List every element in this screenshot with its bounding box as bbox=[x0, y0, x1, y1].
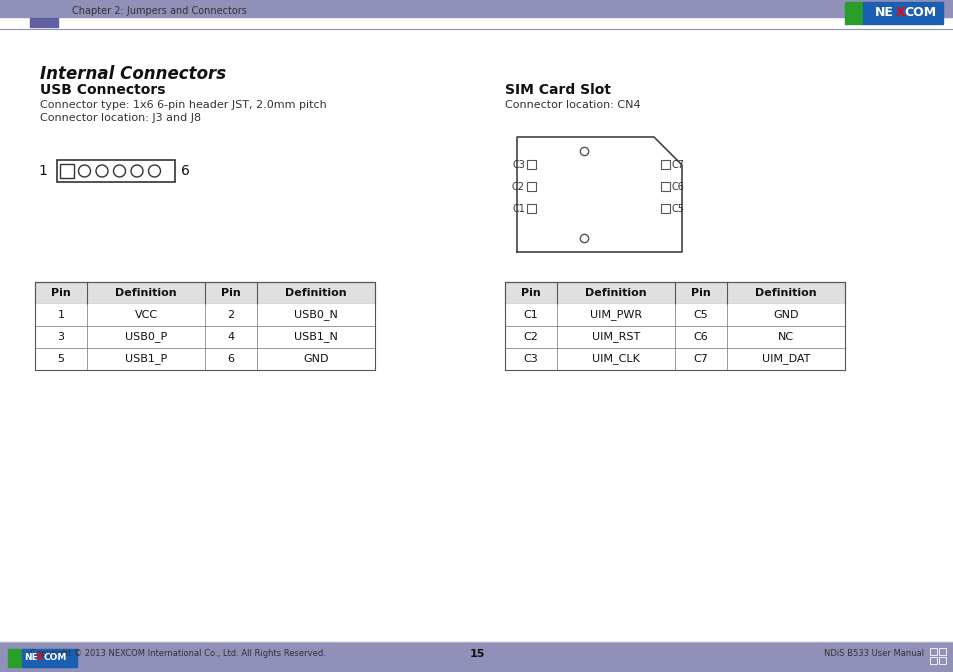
Text: 5: 5 bbox=[57, 354, 65, 364]
Text: Chapter 2: Jumpers and Connectors: Chapter 2: Jumpers and Connectors bbox=[71, 6, 247, 16]
Bar bbox=[660, 204, 669, 213]
Text: Definition: Definition bbox=[115, 288, 176, 298]
Bar bbox=[57, 160, 174, 182]
Text: USB Connectors: USB Connectors bbox=[40, 83, 165, 97]
Bar bbox=[862, 2, 942, 24]
Text: Pin: Pin bbox=[221, 288, 240, 298]
Bar bbox=[938, 648, 945, 655]
Text: C3: C3 bbox=[512, 159, 524, 169]
Bar bbox=[35, 326, 375, 348]
Circle shape bbox=[78, 165, 91, 177]
Circle shape bbox=[131, 165, 143, 177]
Text: UIM_DAT: UIM_DAT bbox=[761, 353, 809, 364]
Text: Definition: Definition bbox=[755, 288, 816, 298]
Bar bbox=[660, 182, 669, 191]
Bar bbox=[504, 348, 844, 370]
Text: X: X bbox=[895, 7, 904, 19]
Text: GND: GND bbox=[773, 310, 798, 320]
Text: GND: GND bbox=[303, 354, 329, 364]
Text: USB0_N: USB0_N bbox=[294, 310, 337, 321]
Text: C1: C1 bbox=[523, 310, 537, 320]
Bar bbox=[504, 282, 844, 304]
Bar bbox=[35, 348, 375, 370]
Text: Connector location: J3 and J8: Connector location: J3 and J8 bbox=[40, 113, 201, 123]
Text: NDiS B533 User Manual: NDiS B533 User Manual bbox=[823, 650, 923, 659]
Text: C7: C7 bbox=[693, 354, 708, 364]
Text: C1: C1 bbox=[512, 204, 524, 214]
Text: Copyright © 2013 NEXCOM International Co., Ltd. All Rights Reserved.: Copyright © 2013 NEXCOM International Co… bbox=[30, 650, 326, 659]
Text: NE: NE bbox=[874, 7, 893, 19]
Text: VCC: VCC bbox=[134, 310, 157, 320]
Text: C2: C2 bbox=[512, 181, 524, 192]
Bar bbox=[22, 649, 77, 667]
Text: Definition: Definition bbox=[285, 288, 347, 298]
Text: UIM_CLK: UIM_CLK bbox=[592, 353, 639, 364]
Text: Pin: Pin bbox=[51, 288, 71, 298]
Text: 6: 6 bbox=[227, 354, 234, 364]
Circle shape bbox=[149, 165, 160, 177]
Text: C2: C2 bbox=[523, 332, 537, 342]
Text: COM: COM bbox=[903, 7, 935, 19]
Text: NE: NE bbox=[24, 653, 38, 663]
Text: C6: C6 bbox=[671, 181, 684, 192]
Text: USB1_P: USB1_P bbox=[125, 353, 167, 364]
Circle shape bbox=[96, 165, 108, 177]
Text: Pin: Pin bbox=[520, 288, 540, 298]
Text: Pin: Pin bbox=[690, 288, 710, 298]
Text: 4: 4 bbox=[227, 332, 234, 342]
Text: C3: C3 bbox=[523, 354, 537, 364]
Circle shape bbox=[113, 165, 126, 177]
Text: USB1_N: USB1_N bbox=[294, 331, 337, 343]
Bar bbox=[0, 642, 953, 672]
Text: C7: C7 bbox=[671, 159, 684, 169]
Bar bbox=[504, 304, 844, 326]
Bar bbox=[0, 0, 953, 17]
Bar bbox=[60, 164, 74, 178]
Text: UIM_PWR: UIM_PWR bbox=[589, 310, 641, 321]
Bar bbox=[929, 657, 936, 664]
Text: 15: 15 bbox=[469, 649, 484, 659]
Bar bbox=[526, 204, 536, 213]
Text: C6: C6 bbox=[693, 332, 708, 342]
Text: SIM Card Slot: SIM Card Slot bbox=[504, 83, 610, 97]
Bar bbox=[526, 182, 536, 191]
Text: NC: NC bbox=[777, 332, 793, 342]
Text: COM: COM bbox=[43, 653, 67, 663]
Bar bbox=[35, 304, 375, 326]
Text: X: X bbox=[36, 653, 43, 663]
Text: 2: 2 bbox=[227, 310, 234, 320]
Text: C5: C5 bbox=[693, 310, 708, 320]
Text: C5: C5 bbox=[671, 204, 684, 214]
Text: Connector location: CN4: Connector location: CN4 bbox=[504, 100, 640, 110]
Bar bbox=[929, 648, 936, 655]
Text: 6: 6 bbox=[181, 164, 190, 178]
Text: Definition: Definition bbox=[584, 288, 646, 298]
Bar bbox=[8, 649, 22, 667]
Bar bbox=[35, 282, 375, 304]
Bar bbox=[504, 326, 844, 348]
Bar bbox=[844, 2, 862, 24]
Text: UIM_RST: UIM_RST bbox=[591, 331, 639, 343]
Text: Internal Connectors: Internal Connectors bbox=[40, 65, 226, 83]
Text: USB0_P: USB0_P bbox=[125, 331, 167, 343]
Text: Connector type: 1x6 6-pin header JST, 2.0mm pitch: Connector type: 1x6 6-pin header JST, 2.… bbox=[40, 100, 327, 110]
Text: 3: 3 bbox=[57, 332, 65, 342]
Bar bbox=[660, 160, 669, 169]
Bar bbox=[30, 18, 58, 27]
Bar bbox=[526, 160, 536, 169]
Text: 1: 1 bbox=[38, 164, 47, 178]
Text: 1: 1 bbox=[57, 310, 65, 320]
Bar bbox=[938, 657, 945, 664]
